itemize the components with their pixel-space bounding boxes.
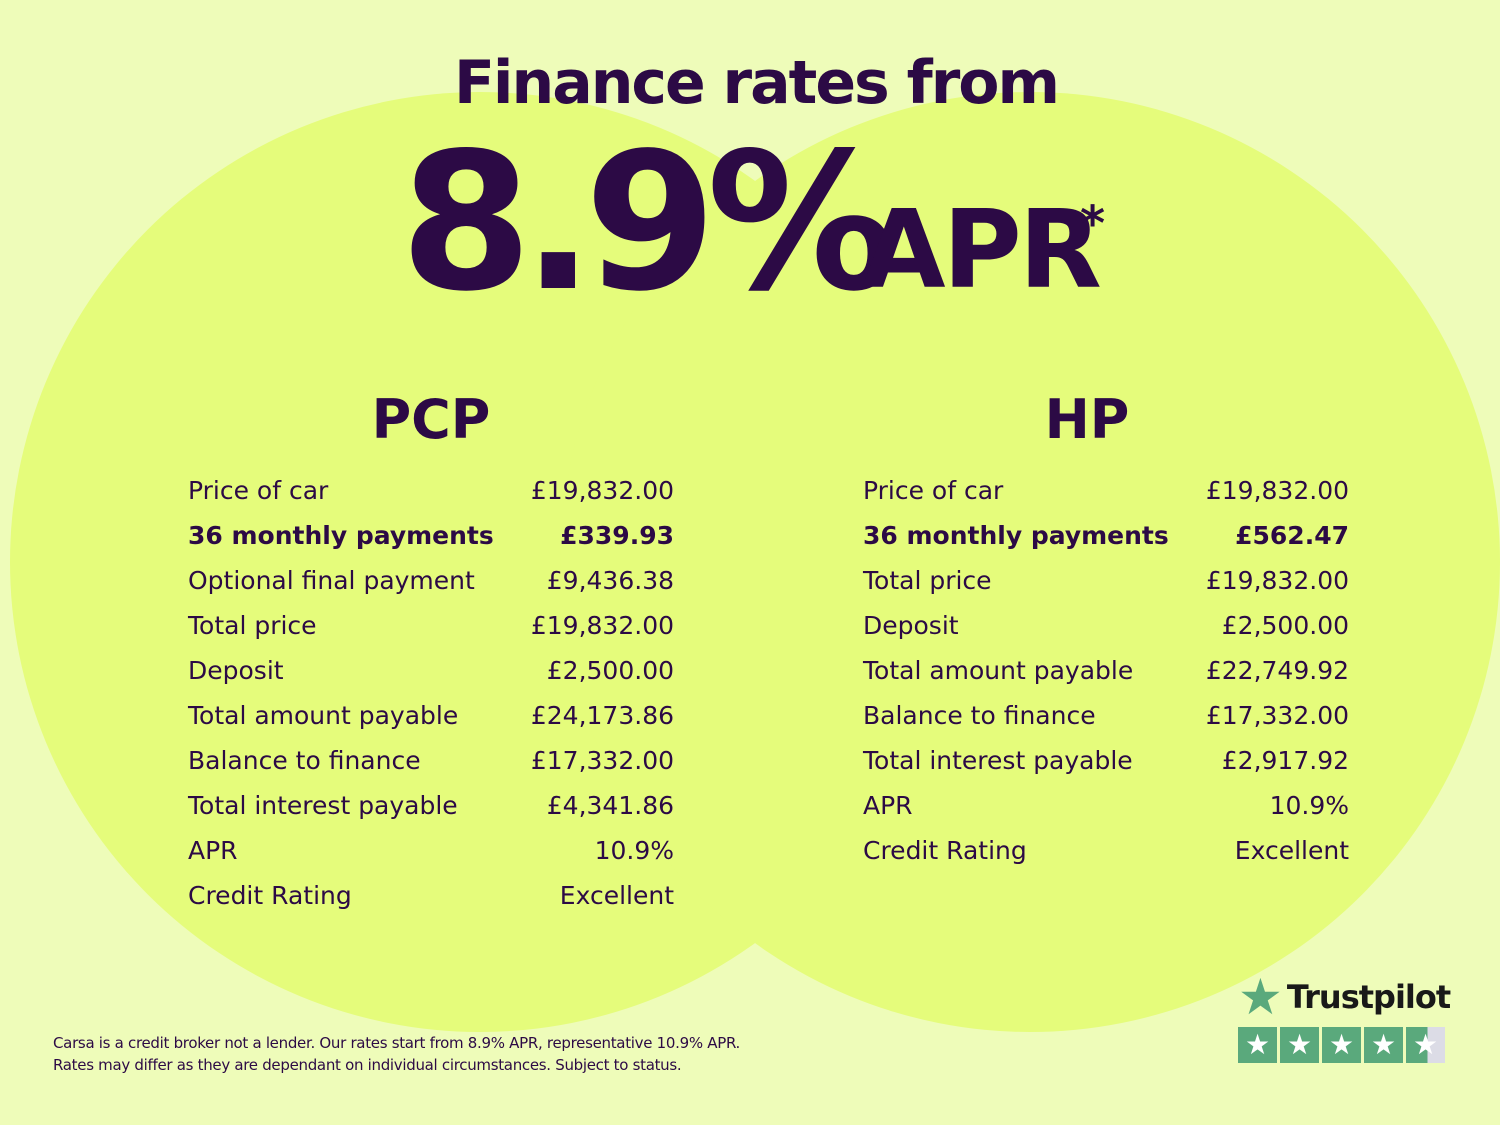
row-label: Total amount payable [863,656,1134,685]
row-label: Deposit [188,656,284,685]
table-row: Balance to finance £17,332.00 [863,697,1349,742]
table-row: Deposit £2,500.00 [188,652,674,697]
row-label: Balance to finance [188,746,421,775]
row-value: £2,500.00 [546,656,674,685]
row-label: Total interest payable [863,746,1133,775]
row-value: Excellent [1234,836,1349,865]
table-row: 36 monthly payments £562.47 [863,517,1349,562]
row-label: APR [188,836,238,865]
row-value: Excellent [559,881,674,910]
asterisk: * [1080,196,1106,252]
disclaimer-line-2: Rates may differ as they are dependant o… [53,1056,682,1074]
rate-value: 8.9% [400,112,897,333]
table-row: Deposit £2,500.00 [863,607,1349,652]
star-icon: ★ [1238,968,1283,1026]
table-row: Total price £19,832.00 [863,562,1349,607]
table-row: Optional final payment £9,436.38 [188,562,674,607]
row-value: £9,436.38 [546,566,674,595]
row-value: £562.47 [1235,521,1349,550]
pcp-table: Price of car £19,832.00 36 monthly payment… [188,472,674,922]
row-label: 36 monthly payments [863,521,1169,550]
row-label: 36 monthly payments [188,521,494,550]
row-label: Total price [188,611,317,640]
table-row: APR 10.9% [863,787,1349,832]
hp-title: HP [1044,388,1130,451]
row-value: £339.93 [560,521,674,550]
trustpilot-name: Trustpilot [1286,978,1451,1016]
row-label: APR [863,791,913,820]
row-value: £17,332.00 [530,746,674,775]
headline: Finance rates from [453,48,1060,118]
rating-star-icon: ★ [1238,1027,1277,1063]
trustpilot-rating: ★ ★ ★ ★ ★ [1238,1027,1450,1063]
table-row: Credit Rating Excellent [188,877,674,922]
row-label: Price of car [188,476,329,505]
table-row: 36 monthly payments £339.93 [188,517,674,562]
row-label: Price of car [863,476,1004,505]
rating-star-icon: ★ [1364,1027,1403,1063]
table-row: Credit Rating Excellent [863,832,1349,877]
table-row: Total interest payable £4,341.86 [188,787,674,832]
table-row: Balance to finance £17,332.00 [188,742,674,787]
row-value: £19,832.00 [530,476,674,505]
row-value: £24,173.86 [530,701,674,730]
table-row: Total amount payable £22,749.92 [863,652,1349,697]
row-value: £2,917.92 [1221,746,1349,775]
hp-table: Price of car £19,832.00 36 monthly payment… [863,472,1349,877]
row-value: £2,500.00 [1221,611,1349,640]
row-value: £17,332.00 [1205,701,1349,730]
table-row: Total amount payable £24,173.86 [188,697,674,742]
table-row: Price of car £19,832.00 [188,472,674,517]
disclaimer-line-1: Carsa is a credit broker not a lender. O… [53,1034,740,1052]
row-value: 10.9% [1269,791,1349,820]
row-label: Total price [863,566,992,595]
background-circle-right [560,92,1500,1032]
row-value: £19,832.00 [1205,566,1349,595]
rating-star-icon: ★ [1280,1027,1319,1063]
rating-star-icon: ★ [1406,1027,1445,1063]
rating-star-icon: ★ [1322,1027,1361,1063]
row-value: £19,832.00 [530,611,674,640]
trustpilot-badge[interactable]: ★ Trustpilot ★ ★ ★ ★ ★ [1238,968,1451,1063]
row-value: £4,341.86 [546,791,674,820]
row-label: Credit Rating [863,836,1027,865]
table-row: Total interest payable £2,917.92 [863,742,1349,787]
row-label: Total interest payable [188,791,458,820]
table-row: Price of car £19,832.00 [863,472,1349,517]
table-row: Total price £19,832.00 [188,607,674,652]
row-label: Total amount payable [188,701,459,730]
row-label: Balance to finance [863,701,1096,730]
row-value: 10.9% [594,836,674,865]
table-row: APR 10.9% [188,832,674,877]
pcp-title: PCP [371,388,491,451]
row-value: £22,749.92 [1205,656,1349,685]
disclaimer: Carsa is a credit broker not a lender. O… [53,1032,740,1076]
rate-suffix: APR [862,188,1102,313]
row-value: £19,832.00 [1205,476,1349,505]
row-label: Optional final payment [188,566,475,595]
row-label: Deposit [863,611,959,640]
row-label: Credit Rating [188,881,352,910]
